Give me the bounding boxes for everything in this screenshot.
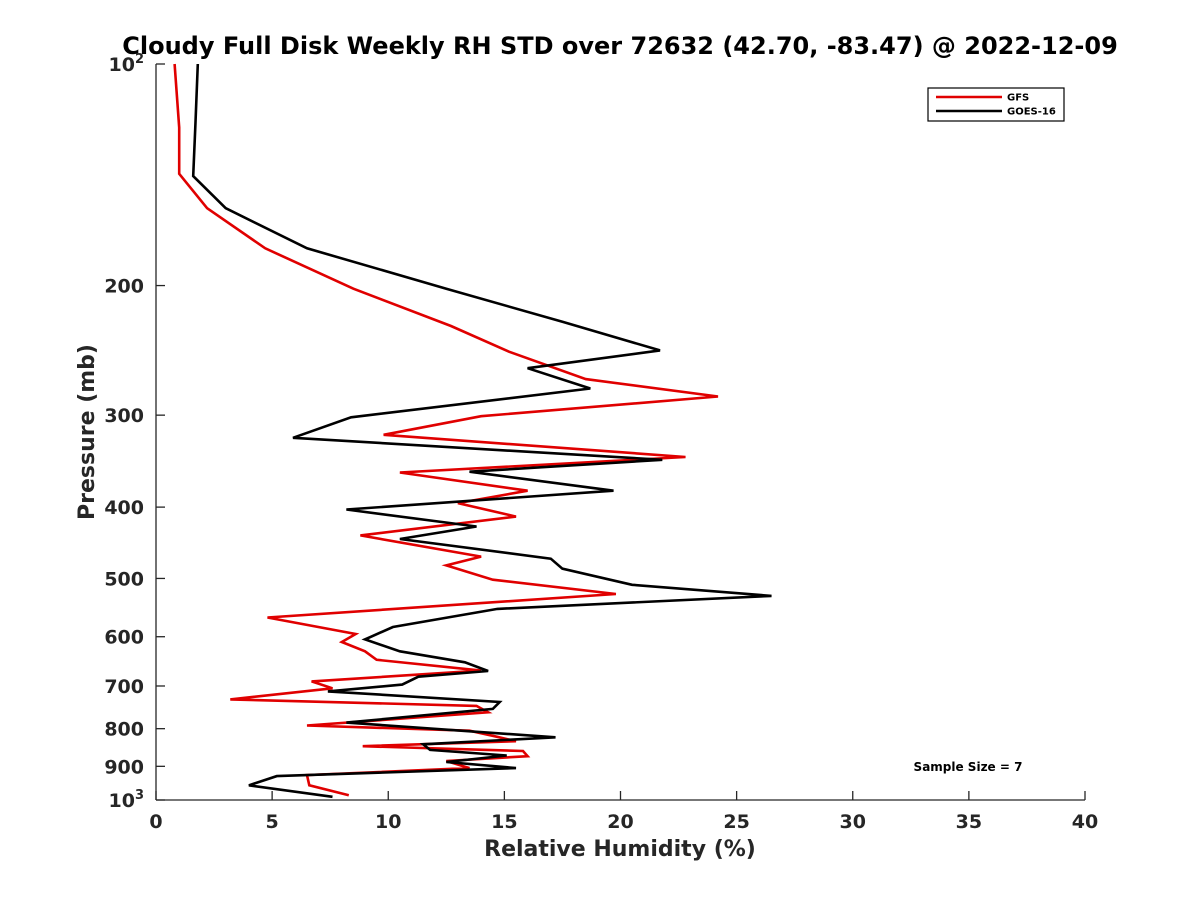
y-tick-label: 700 <box>104 676 144 698</box>
x-tick-label: 35 <box>956 811 982 833</box>
legend-label: GOES-16 <box>1007 107 1056 118</box>
series-line-goes-16 <box>191 63 772 799</box>
x-tick-label: 15 <box>491 811 517 833</box>
legend: GFS GOES-16 <box>927 87 1065 122</box>
series-layer <box>173 63 772 799</box>
series-line-gfs <box>173 63 719 797</box>
y-tick-label: 500 <box>104 568 144 590</box>
x-tick-label: 40 <box>1072 811 1098 833</box>
legend-label: GFS <box>1007 93 1029 104</box>
x-tick-label: 20 <box>607 811 633 833</box>
y-tick-label: 300 <box>104 405 144 427</box>
y-axis-label: Pressure (mb) <box>75 344 100 520</box>
legend-items: GFS GOES-16 <box>936 93 1056 118</box>
x-tick-label: 10 <box>375 811 401 833</box>
y-tick-label: 600 <box>104 627 144 649</box>
sample-size-annotation: Sample Size = 7 <box>914 760 1023 774</box>
x-tick-label: 0 <box>149 811 162 833</box>
y-tick-label: 103 <box>109 788 145 812</box>
axes-layer: 0 5 10 15 20 25 30 35 40 102 200 300 400 500 600 700 800… <box>104 52 1098 833</box>
x-axis-label: Relative Humidity (%) <box>484 837 756 862</box>
x-tick-label: 30 <box>840 811 866 833</box>
plot-area: 0 5 10 15 20 25 30 35 40 102 200 300 400 500 600 700 800… <box>104 52 1098 833</box>
x-tick-label: 25 <box>723 811 749 833</box>
y-tick-label: 400 <box>104 497 144 519</box>
y-tick-label: 900 <box>104 756 144 778</box>
y-tick-label: 800 <box>104 719 144 741</box>
y-tick-label: 102 <box>109 52 145 76</box>
legend-box <box>927 87 1065 122</box>
chart-title: Cloudy Full Disk Weekly RH STD over 7263… <box>122 32 1118 60</box>
x-tick-label: 5 <box>266 811 279 833</box>
y-tick-label: 200 <box>104 276 144 298</box>
